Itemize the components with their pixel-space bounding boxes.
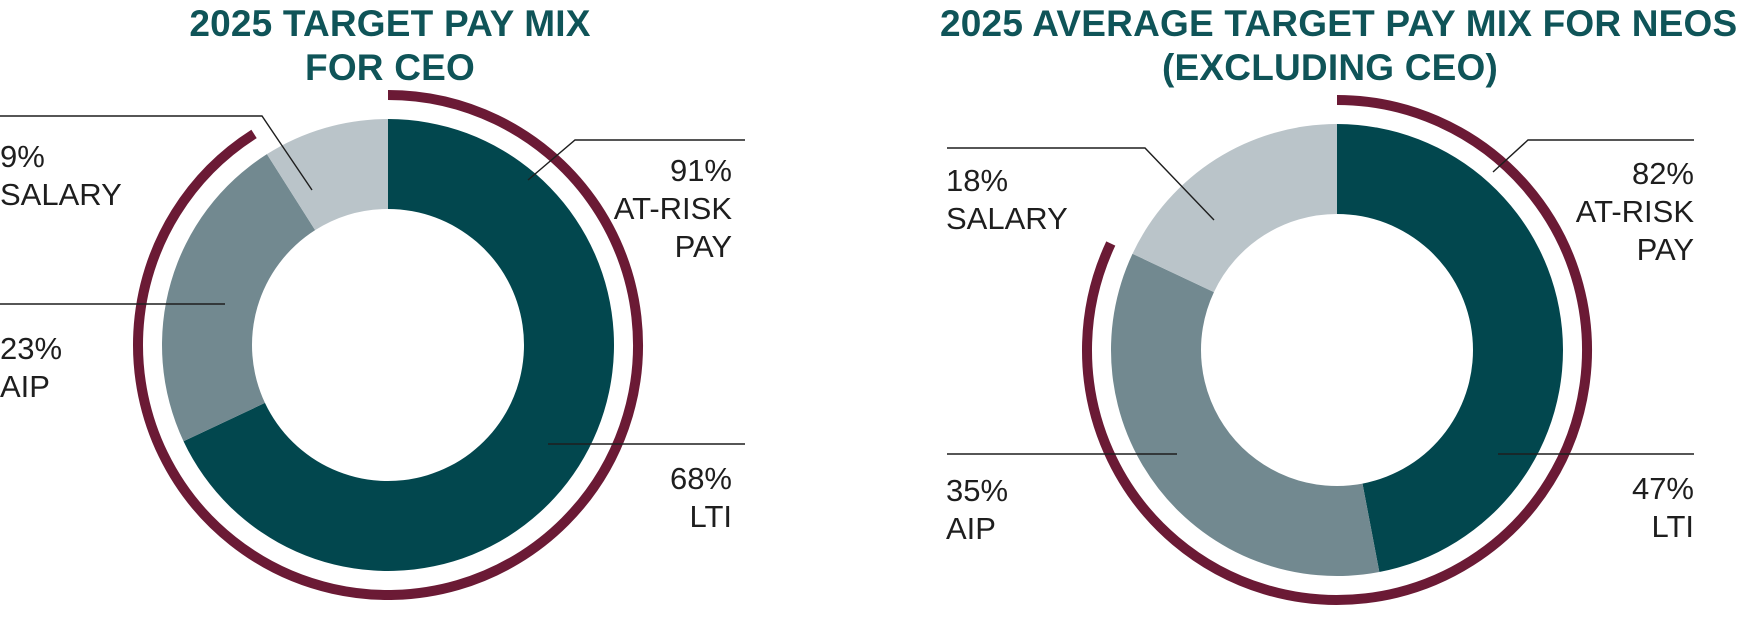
- salary-slice: [266, 119, 388, 231]
- at-risk-name-line-1: AT-RISK: [1575, 194, 1694, 229]
- salary-percent: 9%: [0, 139, 45, 174]
- aip-name: AIP: [946, 511, 996, 546]
- chart-title-line-2: FOR CEO: [305, 47, 475, 88]
- chart-title: 2025 AVERAGE TARGET PAY MIX FOR NEOS (EX…: [940, 2, 1738, 90]
- at-risk-label: 91% AT-RISK PAY: [614, 152, 732, 266]
- aip-name: AIP: [0, 369, 50, 404]
- atrisk-leader-line: [527, 139, 745, 181]
- salary-label: 18% SALARY: [946, 162, 1068, 238]
- atrisk-leader-line: [1492, 139, 1694, 173]
- lti-name: LTI: [1651, 509, 1695, 544]
- at-risk-name-line-2: PAY: [1636, 232, 1694, 267]
- lti-slice: [183, 119, 614, 571]
- at-risk-percent: 91%: [669, 153, 732, 188]
- salary-name: SALARY: [0, 177, 122, 212]
- salary-name: SALARY: [946, 201, 1068, 236]
- salary-leader-line: [947, 147, 1215, 221]
- lti-label: 47% LTI: [1632, 470, 1694, 546]
- chart-title: 2025 TARGET PAY MIX FOR CEO: [0, 2, 780, 90]
- lti-label: 68% LTI: [670, 460, 732, 536]
- lti-percent: 68%: [669, 461, 732, 496]
- aip-slice: [162, 154, 316, 442]
- lti-slice: [1337, 124, 1563, 572]
- at-risk-label: 82% AT-RISK PAY: [1576, 155, 1694, 269]
- aip-slice: [1111, 253, 1380, 577]
- ceo-pay-mix-chart: 2025 TARGET PAY MIX FOR CEO 9% SALARY 23…: [0, 0, 860, 618]
- at-risk-arc: [133, 90, 643, 600]
- salary-slice: [1132, 124, 1337, 293]
- at-risk-arc: [1082, 95, 1592, 605]
- chart-title-line-2: (EXCLUDING CEO): [1162, 47, 1498, 88]
- at-risk-percent: 82%: [1631, 156, 1694, 191]
- lti-percent: 47%: [1631, 471, 1694, 506]
- salary-leader-line: [0, 115, 313, 191]
- chart-title-line-1: 2025 TARGET PAY MIX: [189, 3, 591, 44]
- lti-name: LTI: [689, 499, 733, 534]
- aip-percent: 35%: [946, 473, 1009, 508]
- salary-label: 9% SALARY: [0, 138, 122, 214]
- neo-pay-mix-chart: 2025 AVERAGE TARGET PAY MIX FOR NEOS (EX…: [940, 0, 1738, 618]
- at-risk-name-line-1: AT-RISK: [613, 191, 732, 226]
- aip-label: 35% AIP: [946, 472, 1008, 548]
- salary-percent: 18%: [946, 163, 1009, 198]
- aip-percent: 23%: [0, 331, 63, 366]
- chart-title-line-1: 2025 AVERAGE TARGET PAY MIX FOR NEOS: [940, 3, 1738, 44]
- neo-donut-chart: [947, 95, 1694, 605]
- aip-label: 23% AIP: [0, 330, 62, 406]
- ceo-donut-chart: [0, 90, 745, 600]
- at-risk-name-line-2: PAY: [674, 229, 732, 264]
